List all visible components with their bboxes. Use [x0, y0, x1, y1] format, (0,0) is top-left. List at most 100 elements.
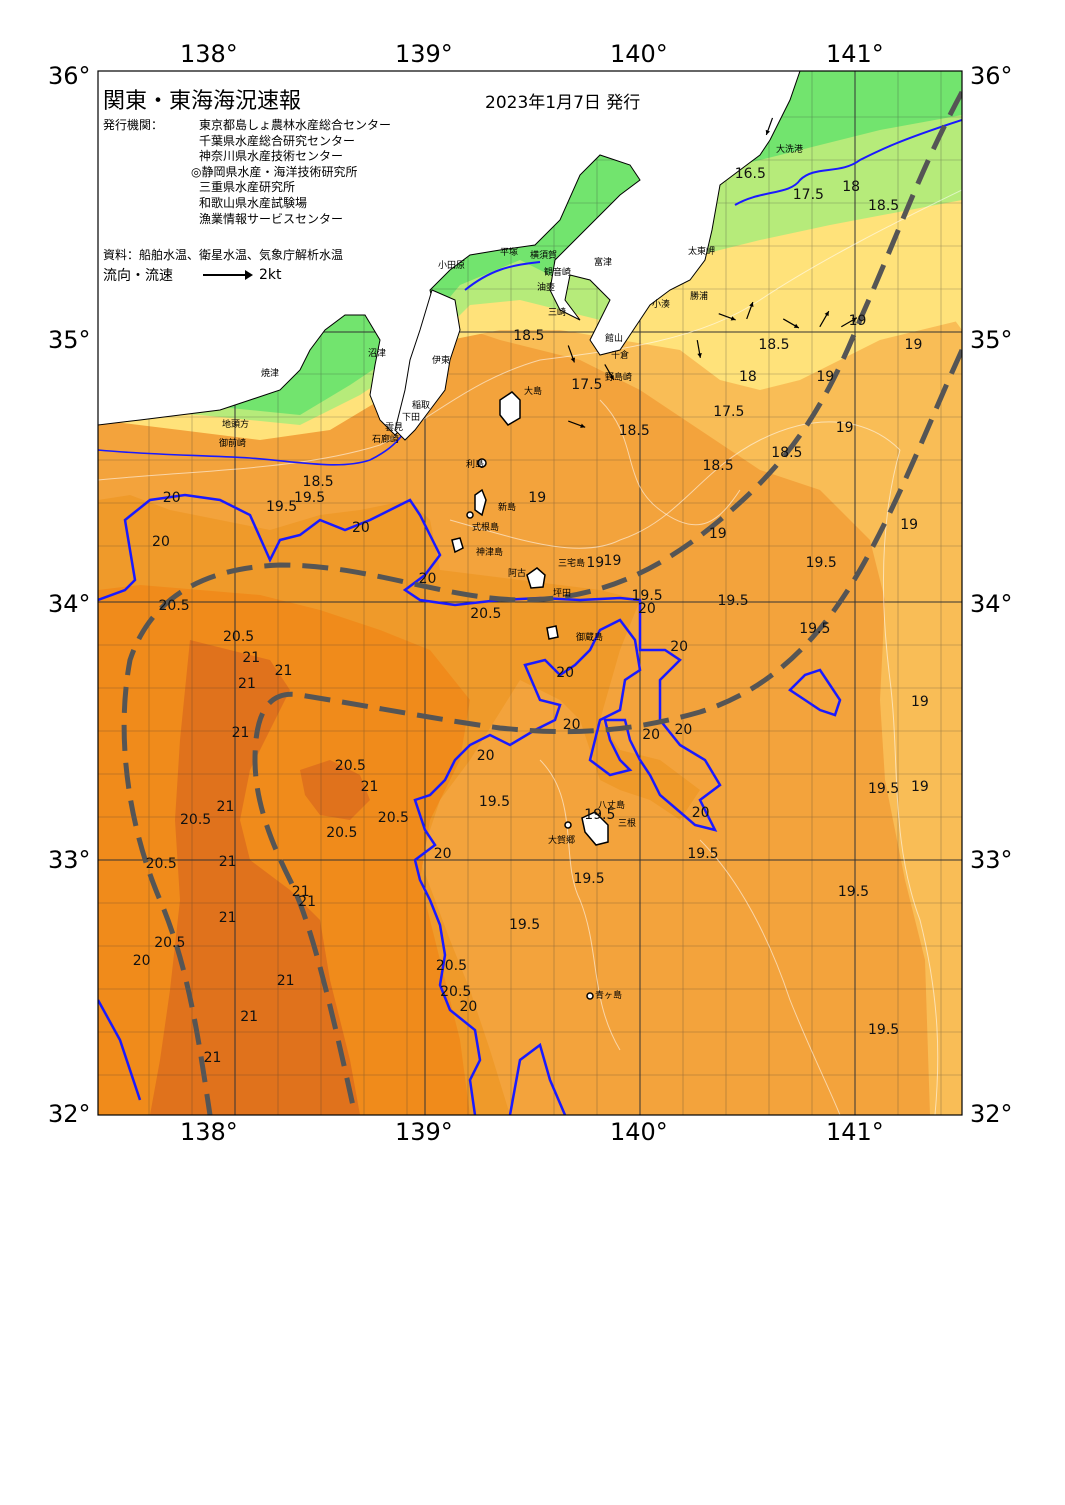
current-arrow-head — [793, 323, 799, 328]
isotherm-label: 19.5 — [478, 794, 511, 811]
isotherm-label: 19.5 — [573, 871, 605, 888]
island-kozushima — [451, 537, 464, 554]
current-arrow-head — [749, 302, 754, 307]
isotherm-label: 18.5 — [702, 458, 734, 474]
place-niijima: 新島 — [498, 503, 517, 513]
island-toshima — [477, 458, 487, 468]
place-nojimazaki: 野島崎 — [605, 373, 633, 383]
place-chikura: 千倉 — [611, 351, 630, 361]
island-shikinejima — [466, 511, 474, 519]
lat-right-35: 35° — [970, 326, 1013, 354]
issuer-item: 東京都島しょ農林水産総合センター — [199, 118, 392, 132]
isotherm-label: 21 — [218, 909, 237, 926]
place-mikurajima: 御蔵島 — [576, 633, 604, 643]
map-frame — [97, 70, 963, 1116]
place-kannonzaki: 観音崎 — [544, 268, 572, 278]
current-legend: 流向・流速 2kt — [103, 265, 282, 285]
isotherm-label: 21 — [216, 799, 235, 816]
place-tsubota: 坪田 — [553, 589, 572, 599]
islands — [451, 391, 609, 1000]
isotherm-label: 20.5 — [435, 958, 468, 975]
isotherm-label: 19.5 — [868, 781, 900, 798]
lon-bottom-140: 140° — [610, 1118, 668, 1146]
issuer-block: 発行機関： 東京都島しょ農林水産総合センター 千葉県水産総合研究センター 神奈川県… — [103, 118, 391, 227]
place-mitsune: 三根 — [618, 819, 637, 829]
isotherm-label: 20.5 — [180, 812, 212, 829]
place-shimoda: 下田 — [402, 413, 421, 423]
isotherm-label: 20.5 — [440, 983, 472, 1000]
isotherm-label: 20 — [637, 600, 656, 617]
isotherm-label: 18.5 — [758, 336, 790, 353]
isotherm-label: 18.5 — [868, 197, 900, 214]
island-hachijojima — [581, 811, 609, 846]
legend-arrow-icon — [203, 270, 253, 280]
isotherm-label: 18 — [842, 179, 861, 196]
isotherm-label: 21 — [291, 884, 310, 901]
current-arrows — [567, 117, 858, 428]
place-misaki: 三崎 — [548, 308, 567, 318]
isotherm-label: 20 — [476, 747, 495, 764]
place-hiratsuka: 平塚 — [500, 248, 519, 258]
isotherm-label: 17.5 — [571, 377, 603, 393]
isotherm-label: 19 — [528, 490, 547, 507]
place-irozaki: 石廊崎 — [372, 435, 400, 445]
place-oarai: 大洗港 — [776, 145, 804, 155]
isotherm-label: 20.5 — [158, 598, 190, 615]
current-arrow-head — [609, 374, 614, 380]
isotherm-label: 18 — [739, 368, 757, 385]
isotherm-label: 19 — [911, 693, 929, 710]
isotherm-label: 19 — [816, 368, 835, 385]
isotherm-label: 20.5 — [223, 629, 255, 646]
isotherm-label: 21 — [298, 894, 317, 911]
isotherm-coastal — [734, 119, 962, 206]
isotherm-label: 19 — [911, 778, 929, 795]
isotherm-label: 19.5 — [868, 1021, 900, 1038]
isotherm-label: 20 — [556, 665, 575, 682]
lat-right-33: 33° — [970, 846, 1013, 874]
isotherm-label: 19.5 — [717, 593, 749, 609]
issue-date: 2023年1月7日 発行 — [485, 93, 641, 113]
current-arrow-head — [824, 311, 829, 317]
isotherm-label: 19 — [835, 420, 854, 437]
issuer-item: 漁業情報サービスセンター — [199, 211, 344, 226]
current-arrow-head — [697, 353, 702, 358]
place-ito: 伊東 — [432, 356, 451, 366]
island-oshima — [499, 391, 521, 426]
lat-left-35: 35° — [48, 326, 91, 354]
map-title: 関東・東海海況速報 — [103, 89, 302, 114]
isotherm-label: 19 — [900, 517, 919, 534]
place-oshima: 大島 — [524, 387, 543, 397]
lon-top-139: 139° — [395, 40, 453, 68]
isotherm-label: 20 — [162, 490, 181, 507]
isotherm-label: 20 — [433, 845, 452, 862]
isotherm-label: 21 — [218, 853, 237, 870]
isotherm-label: 20 — [691, 804, 710, 821]
island-niijima — [474, 488, 487, 517]
isotherm-label: 20 — [642, 727, 661, 744]
isotherm-label: 21 — [238, 675, 256, 692]
isotherm-label: 20 — [352, 520, 370, 537]
isotherm-label: 19.5 — [631, 587, 663, 604]
isotherm-label: 20.5 — [334, 758, 366, 775]
current-arrow-head — [851, 317, 857, 322]
place-aburatsubo: 油壺 — [537, 283, 556, 293]
isotherm-label: 18.5 — [302, 474, 334, 491]
land-honshu — [98, 71, 801, 436]
isotherm-south-shore — [98, 429, 406, 466]
legend-speed: 2kt — [259, 267, 282, 283]
minor-isotherms — [98, 189, 962, 1115]
isotherm-label: 19.5 — [687, 845, 719, 862]
isotherm-label: 20 — [152, 533, 170, 550]
isotherm-label: 20 — [459, 998, 478, 1015]
lat-left-36: 36° — [48, 62, 91, 90]
lon-top-140: 140° — [610, 40, 668, 68]
legend-label: 流向・流速 — [103, 268, 173, 284]
isotherm-label: 19 — [708, 525, 727, 542]
isotherm-sagami — [464, 261, 541, 291]
place-futtsu: 富津 — [594, 258, 613, 268]
isotherm-label: 20 — [132, 953, 151, 969]
island-hachijokojima — [564, 821, 572, 829]
place-ako: 阿古 — [508, 569, 527, 579]
lon-top-141: 141° — [826, 40, 884, 68]
